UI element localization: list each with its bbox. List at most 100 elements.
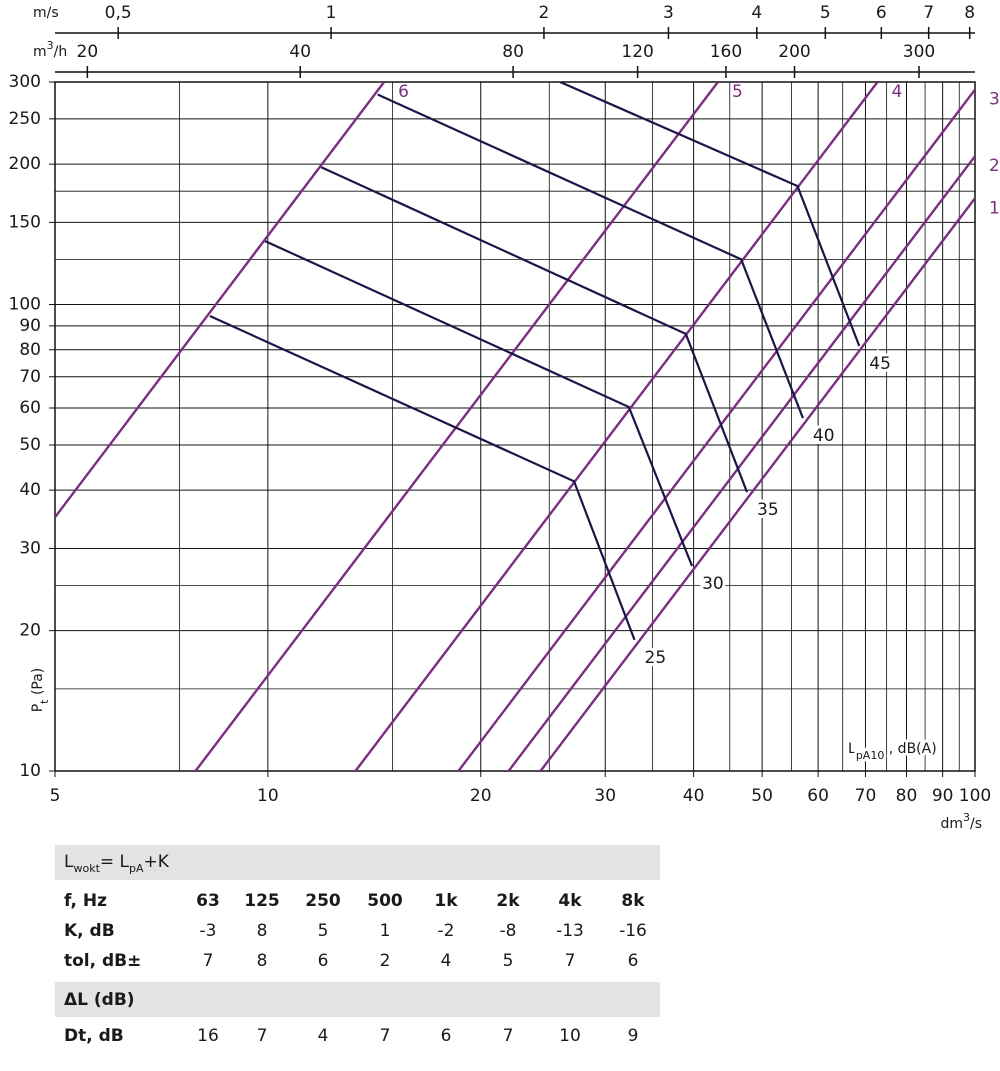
table-cell: 7 (380, 1026, 391, 1046)
y-tick-label: 200 (9, 154, 41, 174)
series-label: 35 (757, 500, 779, 520)
series-label: 25 (645, 648, 667, 668)
table-cell: 4 (441, 951, 452, 971)
table-cell: 6 (318, 951, 329, 971)
top-tick-label: 3 (663, 3, 674, 23)
label-part: P (30, 704, 46, 712)
table-cell: 125 (244, 891, 280, 911)
x-tick-label: 20 (470, 786, 492, 806)
table-cell: 5 (503, 951, 514, 971)
x-tick-label: 30 (594, 786, 616, 806)
top-tick-label: 7 (923, 3, 934, 23)
label-part: +K (144, 852, 170, 872)
x-tick-label: 50 (751, 786, 773, 806)
x-tick-label: 70 (855, 786, 877, 806)
y-tick-label: 30 (19, 538, 41, 558)
label-part: (Pa) (30, 668, 46, 700)
label-part: dm (940, 816, 963, 832)
line-series (55, 82, 386, 518)
top-tick-label: 6 (876, 3, 887, 23)
series-label: 45 (869, 354, 891, 374)
table-cell: 7 (257, 1026, 268, 1046)
line-series (559, 82, 861, 347)
label-part: m (33, 44, 47, 60)
series-label: 3 (989, 90, 1000, 110)
table-cell: -3 (200, 921, 217, 941)
label-part: 3 (963, 811, 970, 824)
label-part: t (38, 699, 51, 704)
line-series (507, 155, 975, 771)
plot-area (55, 82, 975, 771)
series-label: 40 (813, 426, 835, 446)
table-cell: 1 (380, 921, 391, 941)
label-part: wokt (73, 862, 100, 875)
y-tick-label: 20 (19, 621, 41, 641)
top-tick-label: 200 (778, 42, 810, 62)
label-part: /s (970, 816, 982, 832)
label: dm3/s (940, 811, 982, 833)
table-cell: 5 (318, 921, 329, 941)
table-cell: 2 (380, 951, 391, 971)
table-cell: 4k (558, 891, 582, 911)
table-cell: 500 (367, 891, 403, 911)
top-tick-label: 8 (964, 3, 975, 23)
x-tick-label: 90 (932, 786, 954, 806)
y-tick-label: 70 (19, 367, 41, 387)
y-tick-label: 40 (19, 480, 41, 500)
label: LpA10 , dB(A) (848, 741, 937, 762)
table-cell: 8 (257, 921, 268, 941)
table-cell: 1k (434, 891, 458, 911)
top-tick-label: 20 (77, 42, 99, 62)
series-label: 1 (989, 198, 1000, 218)
series-label: 30 (702, 574, 724, 594)
row-label: f, Hz (64, 891, 107, 911)
label-part: pA10 (856, 749, 885, 762)
x-tick-label: 100 (959, 786, 991, 806)
series-label: 6 (398, 82, 409, 102)
line-series (264, 240, 694, 567)
line-series (320, 166, 749, 493)
series-label: 5 (732, 82, 743, 102)
table-cell: 6 (628, 951, 639, 971)
table-cell: 8k (621, 891, 645, 911)
label-part: 3 (47, 39, 54, 52)
top-tick-label: 80 (502, 42, 524, 62)
x-tick-label: 5 (50, 786, 61, 806)
table-cell: -2 (438, 921, 455, 941)
label-part: pA (129, 862, 144, 875)
top-tick-label: 120 (621, 42, 653, 62)
table-cell: 2k (496, 891, 520, 911)
label-part: /h (54, 44, 68, 60)
top-tick-label: 2 (539, 3, 550, 23)
top-tick-label: 0,5 (105, 3, 132, 23)
x-tick-label: 10 (257, 786, 279, 806)
label-part: , dB(A) (884, 741, 936, 757)
table-cell: 4 (318, 1026, 329, 1046)
y-tick-label: 300 (9, 72, 41, 92)
table-cell: -13 (556, 921, 584, 941)
line-series (194, 82, 719, 771)
row-label: tol, dB± (64, 951, 141, 971)
y-tick-label: 150 (9, 212, 41, 232)
line-series (539, 197, 975, 771)
table-cell: 6 (441, 1026, 452, 1046)
label: Pt (Pa) (30, 668, 51, 713)
table-cell: -16 (619, 921, 647, 941)
x-tick-label: 60 (807, 786, 829, 806)
x-tick-label: 80 (896, 786, 918, 806)
series-label: 2 (989, 156, 1000, 176)
label: Lwokt= LpA+K (64, 852, 170, 875)
table-cell: 63 (196, 891, 220, 911)
label-part: = L (100, 852, 130, 872)
label-part: L (64, 852, 74, 872)
plot-frame (54, 81, 976, 772)
table-section-title: ΔL (dB) (64, 990, 135, 1010)
y-tick-label: 10 (19, 761, 41, 781)
y-tick-label: 100 (9, 295, 41, 315)
label-part: L (848, 741, 856, 757)
x-tick-label: 40 (683, 786, 705, 806)
label-part: m/s (33, 5, 59, 21)
table-cell: -8 (500, 921, 517, 941)
y-tick-label: 250 (9, 109, 41, 129)
